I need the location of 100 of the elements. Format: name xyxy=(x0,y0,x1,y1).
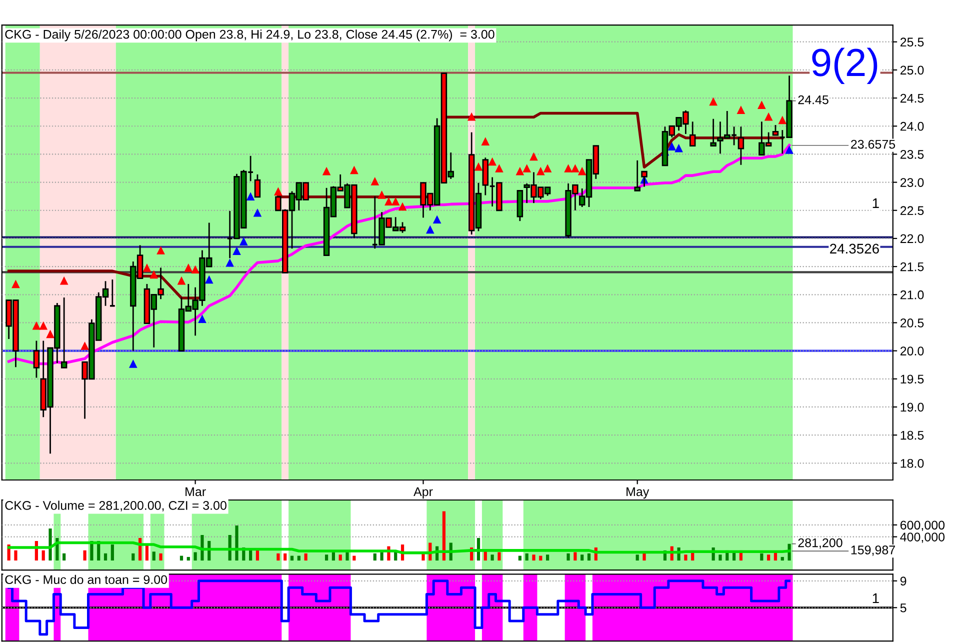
bar xyxy=(373,553,376,561)
bar xyxy=(352,556,356,561)
chart-title: CKG - Muc do an toan = 9.00 xyxy=(5,574,168,584)
point xyxy=(709,97,718,106)
point xyxy=(536,166,545,176)
point xyxy=(758,100,766,109)
x-tick-label: Apr xyxy=(414,487,433,499)
point xyxy=(370,177,380,186)
y-tick-label: 9 xyxy=(900,576,906,586)
point xyxy=(32,321,41,330)
y-tick-label: 24.0 xyxy=(900,122,924,131)
bar xyxy=(186,556,190,561)
point xyxy=(378,190,386,199)
point xyxy=(481,137,490,146)
point xyxy=(467,112,476,121)
point xyxy=(253,208,262,217)
point xyxy=(785,146,794,154)
bar xyxy=(546,554,550,561)
point xyxy=(736,106,746,114)
point xyxy=(571,164,580,172)
chart-title: CKG - Daily 5/26/2023 00:00:00 Open 23.8, Hi 24.9, Lo 23.8, Close 24.45 (2.7%) = 3.00 xyxy=(5,30,494,42)
candlestick xyxy=(254,174,261,198)
bar xyxy=(152,552,156,561)
bar xyxy=(290,556,294,561)
annotation: 159,987 xyxy=(851,546,895,556)
point xyxy=(239,237,248,246)
point xyxy=(516,166,524,176)
bar xyxy=(256,550,260,561)
point xyxy=(46,330,54,338)
y-tick-label: 21.0 xyxy=(900,290,924,300)
annotation: 23.6575 xyxy=(851,140,896,149)
candlestick xyxy=(33,340,40,378)
x-tick-label: Mar xyxy=(186,487,206,496)
bar xyxy=(636,554,639,561)
annotation: 24.45 xyxy=(798,95,828,104)
bar xyxy=(539,556,542,561)
candlestick xyxy=(109,278,116,307)
y-tick-label: 19.5 xyxy=(900,374,924,384)
candlestick xyxy=(772,124,779,136)
point xyxy=(350,166,358,174)
annotation: 24.3526 xyxy=(830,244,879,254)
y-tick-label: 25.0 xyxy=(900,66,924,75)
bar xyxy=(490,554,494,561)
bar xyxy=(297,556,300,561)
y-tick-label: 20.0 xyxy=(900,346,924,356)
bar xyxy=(284,553,287,561)
x-tick-label: May xyxy=(626,487,650,499)
bar xyxy=(566,553,570,561)
point xyxy=(60,276,68,285)
point xyxy=(432,215,442,224)
y-tick-label: 400,000 xyxy=(900,532,945,543)
point xyxy=(128,360,138,368)
y-tick-label: 23.5 xyxy=(900,150,924,159)
bar xyxy=(442,511,446,561)
bar xyxy=(132,553,135,561)
point xyxy=(226,258,234,267)
bar xyxy=(235,526,238,561)
point xyxy=(384,197,393,206)
bar xyxy=(760,553,764,561)
bar xyxy=(525,553,528,561)
bar xyxy=(104,553,108,561)
bar xyxy=(276,553,280,561)
point xyxy=(156,246,165,254)
bar xyxy=(518,556,522,561)
y-tick-label: 600,000 xyxy=(900,520,945,532)
point xyxy=(764,112,773,121)
bar xyxy=(194,552,197,561)
bar xyxy=(422,553,425,561)
bar xyxy=(110,544,114,561)
point xyxy=(80,342,89,350)
y-tick-label: 22.5 xyxy=(900,206,924,216)
point xyxy=(142,264,152,272)
bar xyxy=(200,535,204,561)
bar xyxy=(14,550,18,561)
point xyxy=(495,164,504,172)
bar xyxy=(324,554,328,561)
bar xyxy=(767,554,770,561)
point xyxy=(674,144,683,152)
bar xyxy=(338,554,342,561)
annotation: 281,200 xyxy=(798,538,842,549)
y-tick-label: 19.0 xyxy=(900,402,924,412)
y-tick-label: 5 xyxy=(900,604,906,612)
bar xyxy=(62,553,66,561)
bar xyxy=(498,552,501,561)
y-tick-label: 18.0 xyxy=(900,458,924,468)
bar xyxy=(574,552,577,561)
bar xyxy=(684,554,688,561)
bar xyxy=(48,528,52,561)
annotation: 9(2) xyxy=(812,48,878,84)
point xyxy=(177,276,186,285)
candlestick xyxy=(710,118,716,146)
bar xyxy=(718,554,722,561)
point xyxy=(274,187,282,196)
point xyxy=(184,264,193,272)
y-tick-label: 18.5 xyxy=(900,430,924,440)
annotation: 1 xyxy=(872,593,879,603)
bar xyxy=(346,552,349,561)
point xyxy=(246,192,255,200)
point xyxy=(578,166,586,176)
y-tick-label: 22.0 xyxy=(900,234,924,244)
